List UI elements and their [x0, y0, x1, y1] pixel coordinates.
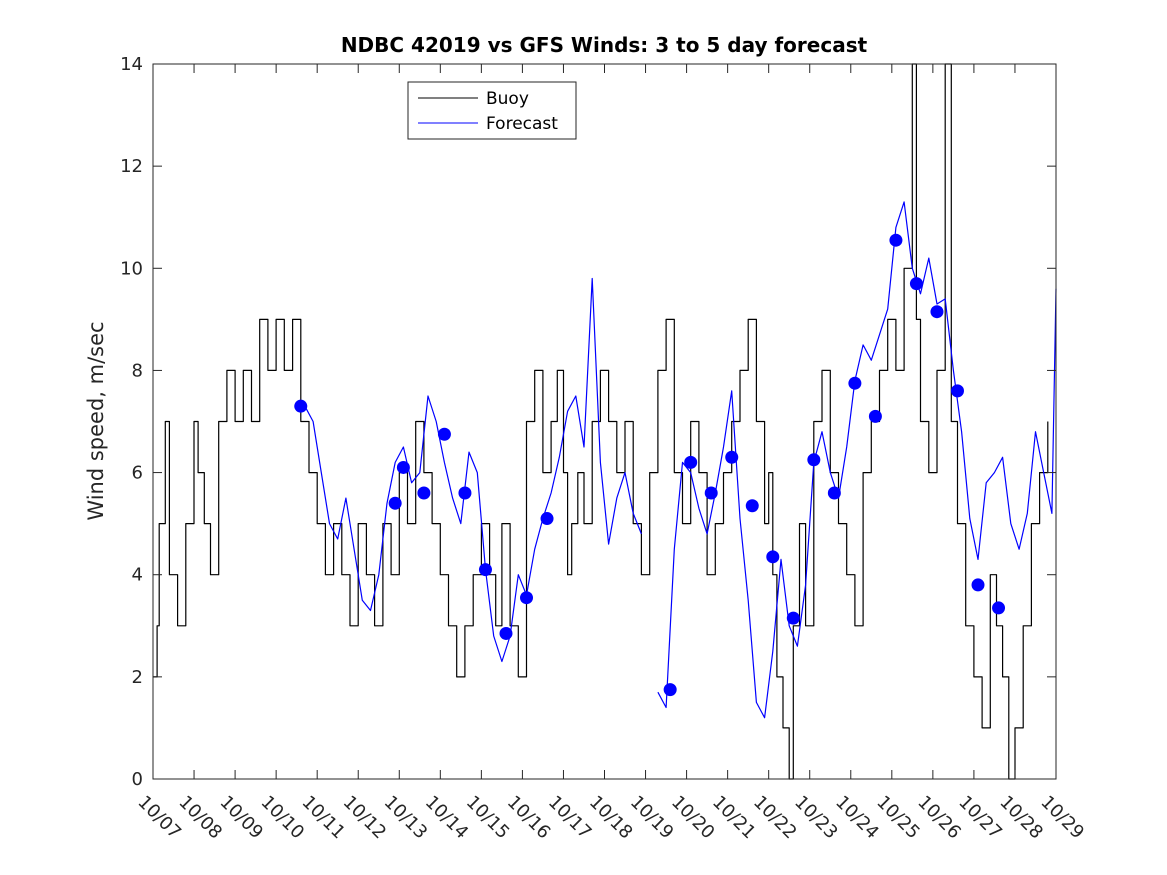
forecast-marker — [786, 611, 800, 625]
marker-layer — [294, 233, 1006, 697]
forecast-marker — [889, 233, 903, 247]
y-tick-label: 12 — [120, 156, 143, 177]
forecast-series-line — [304, 201, 1057, 719]
forecast-marker — [827, 486, 841, 500]
forecast-marker — [909, 277, 923, 291]
forecast-marker — [725, 450, 739, 464]
y-tick-label: 8 — [132, 360, 143, 381]
forecast-marker — [417, 486, 431, 500]
forecast-marker — [704, 486, 718, 500]
forecast-marker — [294, 399, 308, 413]
forecast-marker — [499, 626, 513, 640]
forecast-marker — [745, 499, 759, 513]
forecast-marker — [396, 460, 410, 474]
y-tick-label: 6 — [132, 463, 143, 484]
forecast-marker — [540, 512, 554, 526]
series-layer — [153, 63, 1057, 780]
forecast-marker — [684, 455, 698, 469]
forecast-marker — [766, 550, 780, 564]
y-axis-label: Wind speed, m/sec — [84, 321, 108, 520]
y-tick-label: 10 — [120, 258, 143, 279]
legend: Buoy Forecast — [407, 81, 577, 140]
forecast-marker — [930, 305, 944, 319]
y-tick-label: 0 — [132, 769, 143, 790]
y-tick-label: 2 — [132, 667, 143, 688]
legend-forecast-label: Forecast — [486, 114, 558, 134]
forecast-marker — [868, 409, 882, 423]
forecast-marker — [807, 453, 821, 467]
chart-title: NDBC 42019 vs GFS Winds: 3 to 5 day fore… — [341, 33, 868, 57]
forecast-marker — [950, 384, 964, 398]
y-tick-label: 4 — [132, 565, 143, 586]
forecast-marker — [478, 563, 492, 577]
y-tick-label: 14 — [120, 54, 143, 75]
y-axis: 0 2 4 6 8 10 12 14 — [120, 54, 1056, 790]
forecast-marker — [848, 376, 862, 390]
forecast-marker — [520, 591, 534, 605]
legend-box — [407, 81, 577, 140]
forecast-marker — [971, 578, 985, 592]
forecast-marker — [437, 427, 451, 441]
forecast-marker — [992, 601, 1006, 615]
forecast-marker — [388, 496, 402, 510]
forecast-marker — [458, 486, 472, 500]
legend-buoy-label: Buoy — [486, 89, 529, 109]
forecast-marker — [663, 683, 677, 697]
buoy-series-line — [153, 63, 1049, 780]
